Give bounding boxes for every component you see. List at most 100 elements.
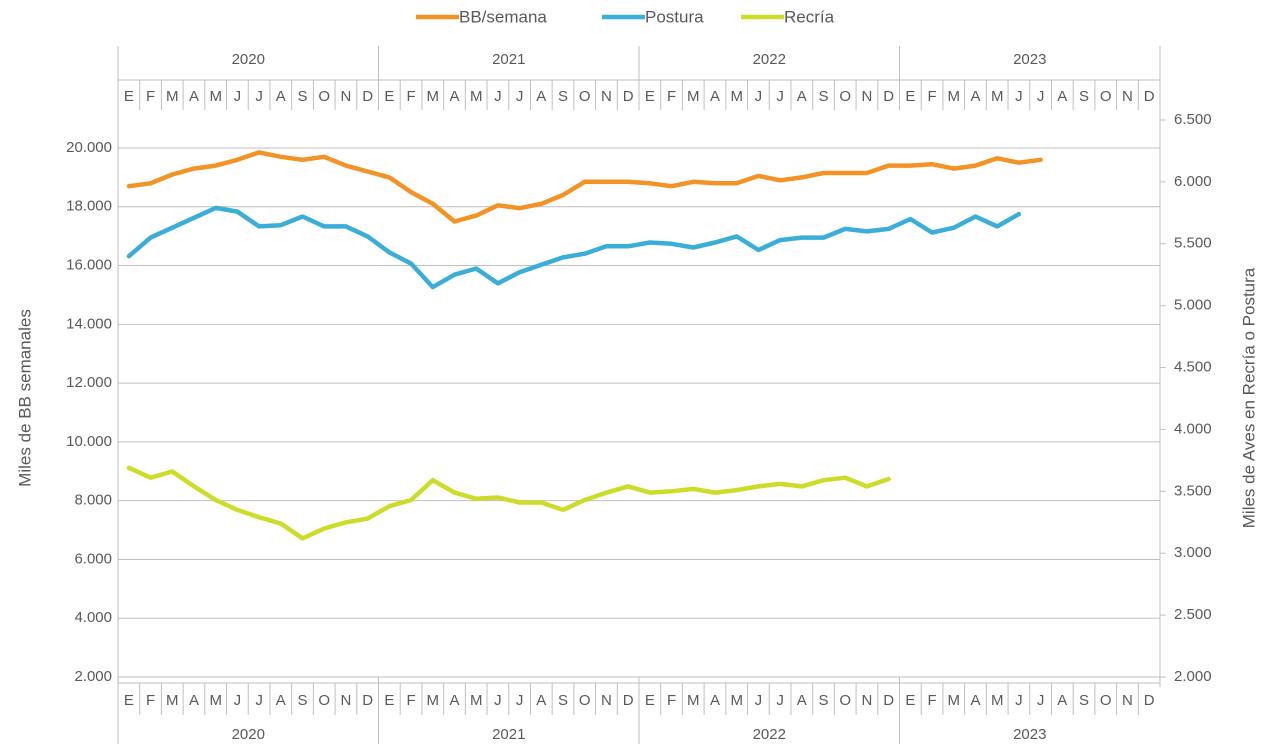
month-label: J xyxy=(255,692,263,709)
month-label: O xyxy=(579,692,591,709)
month-label: N xyxy=(1122,88,1133,105)
month-label: J xyxy=(516,88,524,105)
month-label: A xyxy=(449,692,459,709)
y-tick-label: 12.000 xyxy=(66,374,112,391)
year-label: 2021 xyxy=(492,51,525,68)
y-tick-label: 6.000 xyxy=(74,550,112,567)
month-label: A xyxy=(710,692,720,709)
month-label: D xyxy=(623,692,634,709)
y2-tick-label: 4.000 xyxy=(1174,420,1212,437)
month-label: M xyxy=(730,88,743,105)
month-label: M xyxy=(166,88,179,105)
month-label: J xyxy=(234,88,242,105)
month-label: M xyxy=(470,88,483,105)
y-tick-label: 10.000 xyxy=(66,433,112,450)
month-label: F xyxy=(667,88,676,105)
legend-label: Postura xyxy=(645,7,704,26)
month-label: A xyxy=(1057,88,1067,105)
month-label: S xyxy=(298,692,308,709)
month-label: J xyxy=(516,692,524,709)
month-label: O xyxy=(579,88,591,105)
month-label: F xyxy=(927,88,936,105)
month-label: F xyxy=(406,692,415,709)
month-label: N xyxy=(341,88,352,105)
y-tick-label: 20.000 xyxy=(66,139,112,156)
y2-tick-label: 4.500 xyxy=(1174,359,1212,376)
y-tick-label: 2.000 xyxy=(74,668,112,685)
y2-tick-label: 2.500 xyxy=(1174,606,1212,623)
month-label: J xyxy=(755,88,763,105)
year-label: 2022 xyxy=(753,51,786,68)
year-label: 2020 xyxy=(232,726,265,743)
y2-axis-title: Miles de Aves en Recría o Postura xyxy=(1239,267,1258,528)
month-label: N xyxy=(1122,692,1133,709)
month-label: F xyxy=(667,692,676,709)
year-label: 2022 xyxy=(753,726,786,743)
month-label: M xyxy=(166,692,179,709)
month-label: A xyxy=(1057,692,1067,709)
month-label: S xyxy=(558,88,568,105)
month-label: O xyxy=(1100,692,1112,709)
month-label: A xyxy=(710,88,720,105)
month-label: E xyxy=(384,692,394,709)
month-label: S xyxy=(558,692,568,709)
year-label: 2023 xyxy=(1013,51,1046,68)
y2-tick-label: 6.000 xyxy=(1174,173,1212,190)
month-label: D xyxy=(362,88,373,105)
month-label: A xyxy=(970,88,980,105)
month-label: A xyxy=(276,88,286,105)
series-line xyxy=(126,205,1022,290)
month-label: E xyxy=(645,692,655,709)
month-label: M xyxy=(427,692,440,709)
month-label: E xyxy=(905,88,915,105)
month-label: D xyxy=(1144,88,1155,105)
month-label: O xyxy=(318,692,330,709)
month-label: J xyxy=(494,88,502,105)
month-label: S xyxy=(1079,692,1089,709)
year-label: 2023 xyxy=(1013,726,1046,743)
month-label: M xyxy=(427,88,440,105)
month-label: E xyxy=(384,88,394,105)
month-label: J xyxy=(1015,88,1023,105)
series-line xyxy=(126,465,891,541)
month-label: M xyxy=(209,692,222,709)
month-label: M xyxy=(948,692,961,709)
y2-tick-label: 3.000 xyxy=(1174,544,1212,561)
month-label: J xyxy=(1037,692,1045,709)
month-label: N xyxy=(601,692,612,709)
y2-tick-label: 5.500 xyxy=(1174,235,1212,252)
y-tick-label: 8.000 xyxy=(74,492,112,509)
month-label: E xyxy=(645,88,655,105)
month-label: M xyxy=(948,88,961,105)
month-label: E xyxy=(905,692,915,709)
month-label: F xyxy=(146,692,155,709)
month-label: F xyxy=(146,88,155,105)
month-label: A xyxy=(449,88,459,105)
month-label: M xyxy=(209,88,222,105)
month-label: M xyxy=(687,88,700,105)
month-label: E xyxy=(124,88,134,105)
month-label: M xyxy=(991,88,1004,105)
month-label: O xyxy=(839,692,851,709)
month-label: A xyxy=(536,692,546,709)
month-label: A xyxy=(797,88,807,105)
month-label: J xyxy=(755,692,763,709)
month-label: J xyxy=(255,88,263,105)
legend-label: BB/semana xyxy=(459,7,547,26)
month-label: N xyxy=(862,692,873,709)
month-label: O xyxy=(1100,88,1112,105)
month-label: D xyxy=(883,692,894,709)
y2-tick-label: 3.500 xyxy=(1174,482,1212,499)
month-label: J xyxy=(776,88,784,105)
month-label: A xyxy=(189,692,199,709)
y-tick-label: 4.000 xyxy=(74,609,112,626)
month-label: O xyxy=(318,88,330,105)
series-line xyxy=(126,150,1043,224)
month-label: F xyxy=(927,692,936,709)
month-label: S xyxy=(298,88,308,105)
year-label: 2020 xyxy=(232,51,265,68)
month-label: M xyxy=(687,692,700,709)
month-label: A xyxy=(797,692,807,709)
month-label: S xyxy=(819,692,829,709)
